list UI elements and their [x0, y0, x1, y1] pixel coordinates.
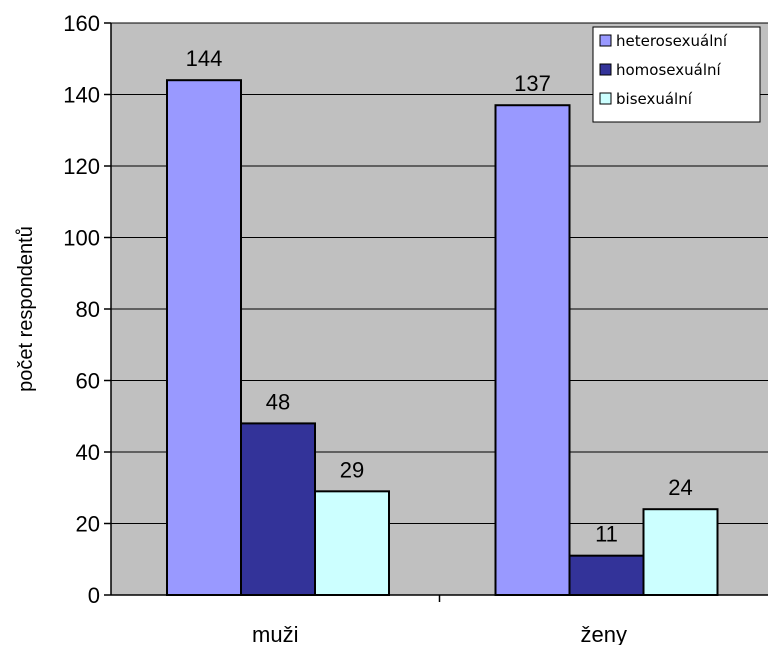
- legend-label: homosexuální: [616, 61, 722, 79]
- legend-label: heterosexuální: [616, 32, 728, 50]
- data-label: 48: [266, 389, 290, 414]
- data-label: 29: [340, 457, 364, 482]
- y-tick-label: 120: [63, 154, 100, 179]
- legend-swatch: [599, 63, 612, 76]
- y-axis-ticks: 0 20 40 60 80 100 120 140 160: [63, 11, 111, 608]
- x-tick-label: muži: [252, 622, 298, 645]
- legend: heterosexuální homosexuální bisexuální: [592, 26, 761, 123]
- y-tick-label: 40: [76, 440, 100, 465]
- y-tick-label: 0: [88, 583, 100, 608]
- x-axis-ticks: muži ženy: [252, 595, 627, 645]
- legend-swatch: [599, 34, 612, 47]
- y-tick-label: 160: [63, 11, 100, 36]
- data-label: 24: [668, 475, 692, 500]
- y-tick-label: 140: [63, 83, 100, 108]
- bar: [240, 422, 316, 596]
- y-tick-label: 60: [76, 369, 100, 394]
- y-tick-label: 20: [76, 512, 100, 537]
- bar: [568, 554, 645, 596]
- bar: [494, 104, 571, 596]
- legend-label: bisexuální: [616, 90, 693, 108]
- legend-swatch: [599, 92, 612, 105]
- bar: [314, 490, 390, 597]
- bar: [166, 79, 242, 596]
- data-label: 144: [186, 46, 223, 71]
- y-axis-label: počet respondentů: [15, 226, 37, 392]
- legend-box: [592, 26, 761, 123]
- y-tick-label: 100: [63, 226, 100, 251]
- data-label: 11: [595, 522, 618, 547]
- bars: [166, 79, 719, 597]
- data-labels: 144 48 29 137 11 24: [186, 46, 693, 546]
- data-label: 137: [514, 71, 551, 96]
- x-tick-label: ženy: [581, 622, 627, 645]
- bar: [642, 508, 719, 597]
- y-tick-label: 80: [76, 297, 100, 322]
